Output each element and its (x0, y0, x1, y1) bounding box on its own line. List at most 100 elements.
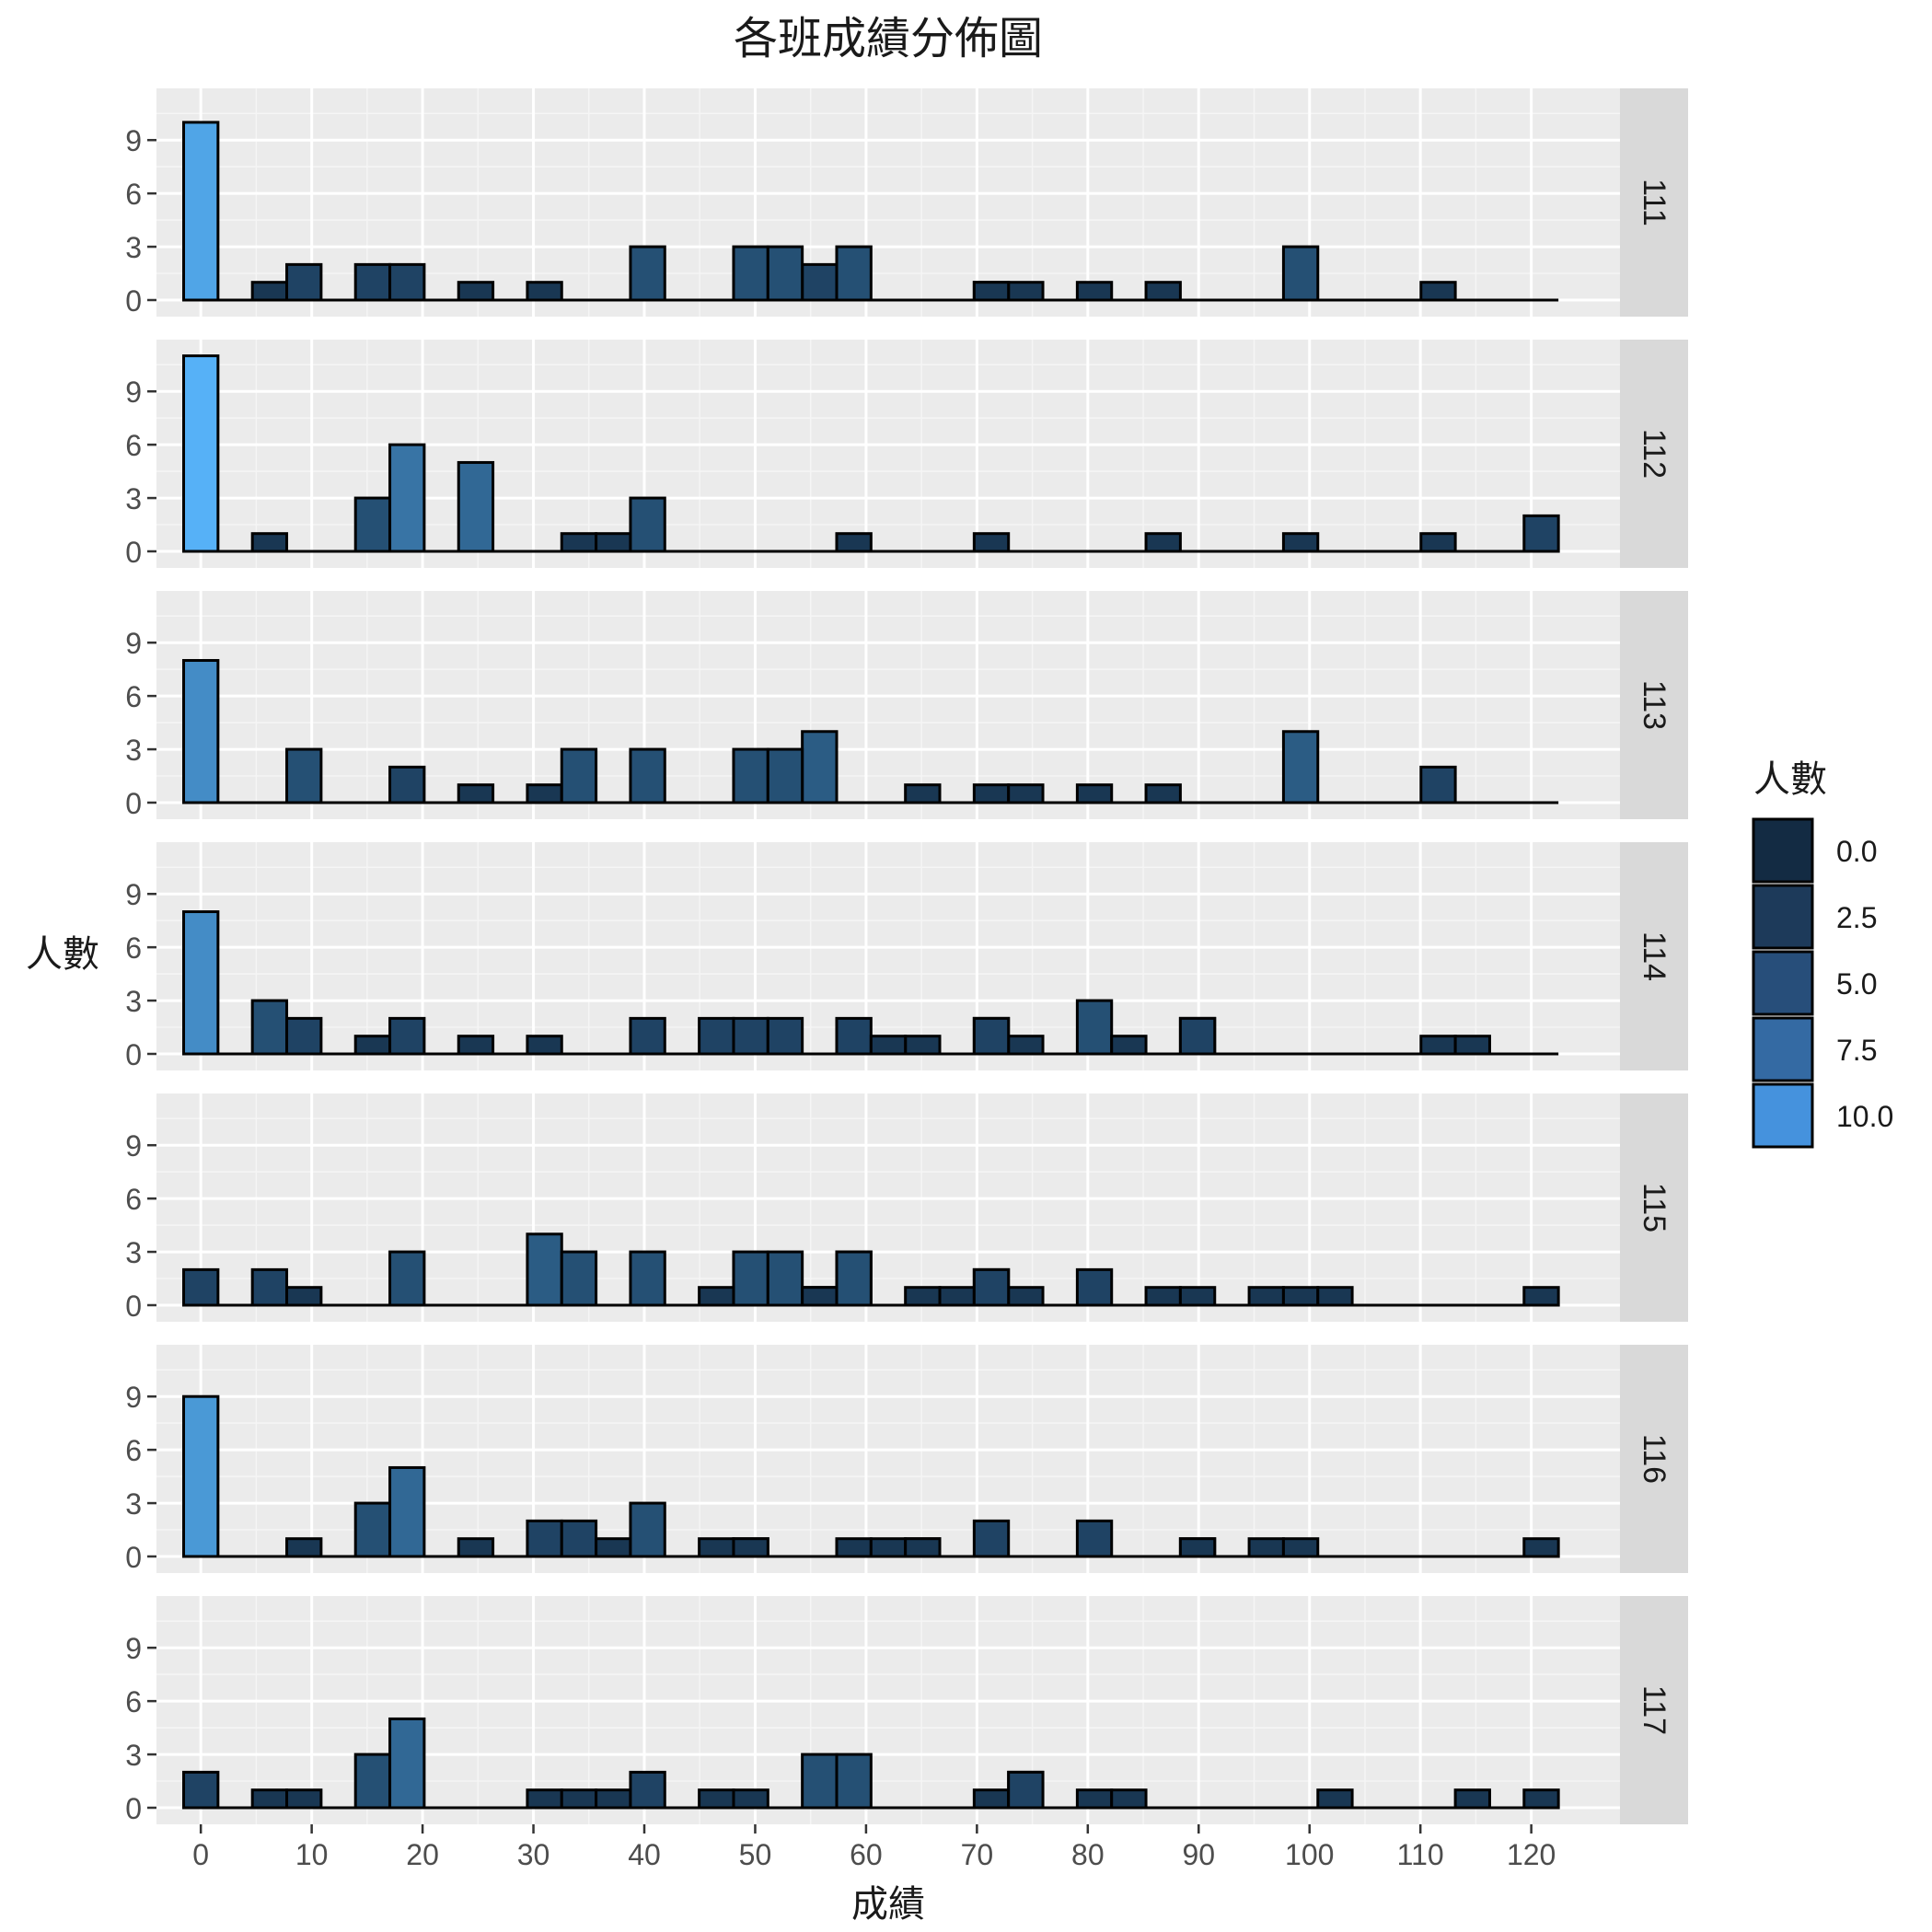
histogram-bar (1144, 532, 1182, 553)
histogram-bar (972, 1016, 1011, 1056)
histogram-bar (1281, 245, 1320, 302)
histogram-bar (1281, 1537, 1320, 1558)
histogram-bar (904, 1035, 942, 1056)
y-tick-label: 0 (125, 284, 142, 318)
histogram-bar (388, 1016, 426, 1056)
facet-strip (1620, 340, 1688, 568)
histogram-bar (1419, 532, 1457, 553)
histogram-bar (353, 1753, 392, 1810)
histogram-bar (1419, 1035, 1457, 1056)
facet-strip (1620, 1345, 1688, 1573)
histogram-bar (801, 730, 839, 804)
histogram-bar (904, 783, 942, 804)
histogram-bar (457, 281, 495, 302)
y-tick-label: 9 (125, 124, 142, 157)
legend-title: 人數 (1753, 758, 1827, 801)
x-tick-label: 120 (1507, 1838, 1556, 1871)
histogram-bar (250, 1788, 289, 1810)
legend-key (1752, 1082, 1814, 1149)
histogram-bar (766, 747, 804, 804)
histogram-bar (1316, 1286, 1354, 1307)
histogram-bar (388, 262, 426, 302)
histogram-bar (972, 281, 1011, 302)
histogram-bar (801, 262, 839, 302)
histogram-bar (1075, 281, 1114, 302)
facet-panel-112: 0 3 6 9 112 (125, 340, 1688, 569)
histogram-bar (1178, 1016, 1217, 1056)
histogram-bar (182, 1267, 220, 1307)
histogram-bar (732, 747, 769, 804)
histogram-bar (1281, 532, 1320, 553)
histogram-bar (1110, 1035, 1148, 1056)
histogram-bar (1316, 1788, 1354, 1810)
legend-label: 2.5 (1836, 901, 1877, 934)
histogram-bar (1522, 1788, 1560, 1810)
histogram-bar (457, 460, 495, 553)
histogram-bar (250, 1267, 289, 1307)
histogram-bar (285, 1286, 323, 1307)
histogram-bar (1178, 1537, 1217, 1558)
histogram-bar (869, 1537, 908, 1558)
histogram-bar (629, 245, 666, 302)
y-tick-label: 0 (125, 536, 142, 569)
x-tick-label: 50 (739, 1838, 772, 1871)
legend-label: 10.0 (1836, 1100, 1893, 1133)
histogram-bar (526, 1232, 563, 1307)
histogram-bar (698, 1016, 735, 1056)
histogram-bar (1110, 1788, 1148, 1810)
legend-label: 0.0 (1836, 835, 1877, 868)
histogram-bar (560, 747, 598, 804)
facet-panel-111: 0 3 6 9 111 (125, 88, 1688, 318)
histogram-bar (353, 1501, 392, 1558)
histogram-bar (526, 1519, 563, 1558)
y-tick-label: 9 (125, 1129, 142, 1163)
histogram-bar (629, 1016, 666, 1056)
histogram-bar (526, 1035, 563, 1056)
histogram-bar (835, 532, 873, 553)
facet-strip (1620, 591, 1688, 819)
facet-strip-label: 112 (1637, 429, 1672, 479)
histogram-bar (353, 496, 392, 553)
histogram-bar (972, 783, 1011, 804)
facet-strip-label: 115 (1637, 1183, 1672, 1232)
histogram-bar (698, 1537, 735, 1558)
histogram-bar (353, 1035, 392, 1056)
chart-title: 各班成績分佈圖 (734, 13, 1043, 64)
facet-panel-117: 0 3 6 9 117 (125, 1596, 1688, 1825)
histogram-bar (972, 1267, 1011, 1307)
histogram-bar (629, 1770, 666, 1810)
y-tick-label: 3 (125, 231, 142, 264)
histogram-bar (1075, 999, 1114, 1056)
histogram-bar (1144, 783, 1182, 804)
facet-strip (1620, 1093, 1688, 1322)
y-tick-label: 6 (125, 680, 142, 713)
y-tick-label: 6 (125, 178, 142, 211)
histogram-bar (285, 1537, 323, 1558)
x-axis: 0 10 20 30 40 50 60 70 80 90 100 110 120 (192, 1824, 1556, 1871)
facet-strip-label: 116 (1637, 1434, 1672, 1484)
y-tick-label: 0 (125, 787, 142, 820)
histogram-bar (388, 1717, 426, 1810)
x-tick-label: 90 (1182, 1838, 1215, 1871)
histogram-bar (560, 1788, 598, 1810)
y-tick-label: 9 (125, 1632, 142, 1665)
histogram-bar (766, 1016, 804, 1056)
histogram-bar (766, 245, 804, 302)
y-tick-label: 0 (125, 1541, 142, 1574)
legend-key (1752, 1016, 1814, 1082)
y-tick-label: 9 (125, 1381, 142, 1414)
histogram-bar (1281, 730, 1320, 804)
legend-label: 7.5 (1836, 1034, 1877, 1067)
facet-strip-label: 117 (1637, 1685, 1672, 1735)
y-tick-label: 3 (125, 1487, 142, 1521)
histogram-bar (869, 1035, 908, 1056)
x-tick-label: 110 (1397, 1838, 1444, 1871)
facet-strip (1620, 88, 1688, 317)
facet-panel-113: 0 3 6 9 113 (125, 591, 1688, 820)
histogram-bar (285, 747, 323, 804)
histogram-bar (457, 783, 495, 804)
panel-background (156, 591, 1620, 819)
histogram-bar (560, 1250, 598, 1307)
histogram-bar (595, 532, 632, 553)
histogram-bar (1144, 1286, 1182, 1307)
